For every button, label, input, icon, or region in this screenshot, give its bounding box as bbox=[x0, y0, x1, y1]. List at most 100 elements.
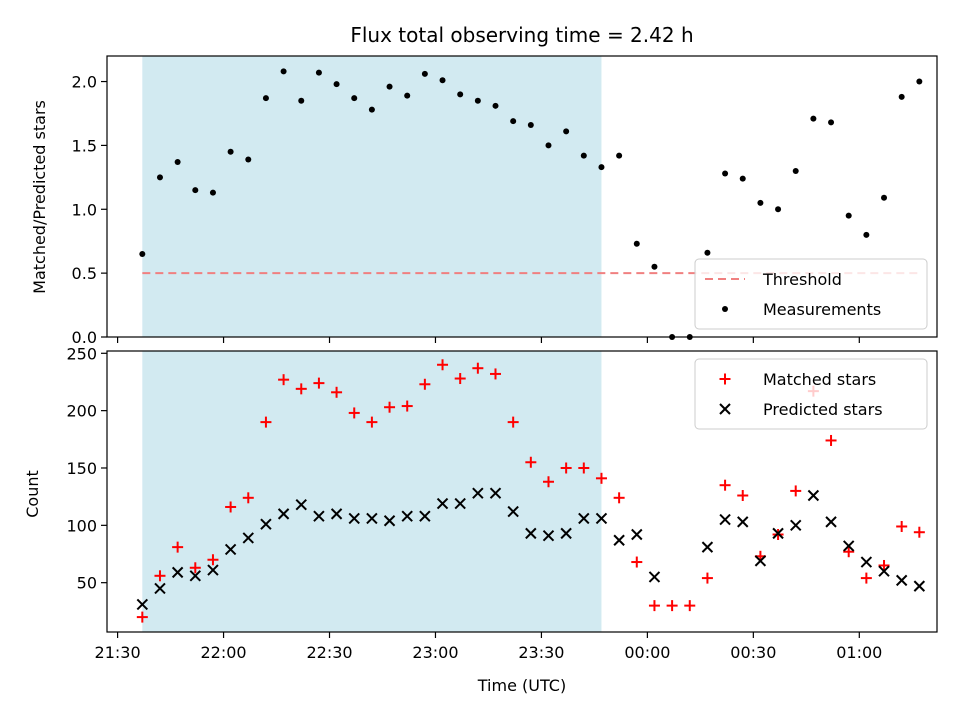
measurement-point bbox=[333, 81, 340, 88]
legend-predicted-swatch-b bbox=[719, 403, 731, 415]
x-b bbox=[366, 512, 378, 525]
x-b bbox=[631, 528, 643, 541]
top-panel: 0.0 0.5 1.0 1.5 2.0 Threshold Measurements bbox=[72, 55, 938, 347]
predicted-star-point bbox=[419, 510, 431, 522]
measurement-point bbox=[863, 231, 870, 238]
x-b bbox=[136, 598, 149, 611]
matched-star-point bbox=[419, 378, 431, 390]
chart-title: Flux total observing time = 2.42 h bbox=[350, 23, 693, 47]
marks-group bbox=[139, 68, 923, 340]
predicted-star-point bbox=[578, 512, 590, 525]
measurement-point bbox=[280, 68, 287, 75]
measurement-point bbox=[810, 115, 817, 122]
measurement-point bbox=[775, 206, 782, 213]
matched-star-point bbox=[207, 554, 219, 566]
x-b bbox=[171, 566, 184, 579]
bottom-y-axis-label: Count bbox=[23, 470, 42, 518]
matched-star-point bbox=[560, 462, 572, 474]
measurement-point bbox=[227, 148, 234, 155]
y-tick-label: 0.0 bbox=[72, 328, 97, 347]
matched-star-point bbox=[684, 600, 696, 612]
measurement-point bbox=[527, 121, 534, 128]
matched-star-point bbox=[896, 520, 908, 532]
predicted-star-point bbox=[171, 566, 184, 579]
measurement-point bbox=[757, 199, 764, 206]
measurement-point bbox=[262, 95, 269, 102]
x-tick-label: 22:00 bbox=[200, 643, 246, 662]
x-tick-label: 22:30 bbox=[306, 643, 352, 662]
matched-star-point bbox=[878, 559, 890, 571]
predicted-star-point bbox=[595, 512, 608, 525]
matched-star-point bbox=[278, 374, 290, 386]
matched-star-point bbox=[737, 490, 749, 502]
measurement-point bbox=[298, 97, 305, 104]
measurement-point bbox=[792, 167, 799, 174]
x-b bbox=[383, 515, 396, 527]
measurement-point bbox=[492, 102, 499, 109]
matched-star-point bbox=[454, 373, 466, 385]
measurement-point bbox=[916, 78, 923, 85]
predicted-star-point bbox=[790, 519, 802, 532]
x-b bbox=[242, 532, 254, 544]
matched-star-point bbox=[719, 479, 731, 491]
axes-frame bbox=[106, 55, 938, 338]
predicted-star-point bbox=[224, 543, 237, 556]
predicted-star-point bbox=[507, 505, 519, 518]
measurement-point bbox=[421, 70, 428, 77]
x-b bbox=[860, 556, 873, 568]
x-b bbox=[436, 497, 449, 510]
legend-box bbox=[694, 358, 928, 430]
x-b bbox=[772, 527, 784, 540]
x-b bbox=[277, 508, 290, 520]
x-b bbox=[913, 580, 926, 592]
predicted-star-point bbox=[401, 510, 413, 522]
x-b bbox=[895, 574, 908, 587]
x-b bbox=[578, 512, 590, 525]
measurement-point bbox=[633, 240, 640, 247]
x-tick-label: 23:00 bbox=[412, 643, 458, 662]
x-b bbox=[224, 543, 237, 556]
y-tick-label: 0.5 bbox=[72, 264, 97, 283]
matched-star-point bbox=[189, 562, 201, 574]
legend: Threshold Measurements bbox=[694, 258, 928, 330]
predicted-star-point bbox=[436, 497, 449, 510]
y-tick-label: 250 bbox=[66, 344, 97, 363]
x-b bbox=[472, 487, 484, 499]
predicted-star-point bbox=[737, 516, 749, 528]
measurement-point bbox=[245, 156, 252, 163]
x-b bbox=[330, 508, 343, 520]
predicted-star-point bbox=[454, 497, 466, 510]
matched-star-point bbox=[490, 368, 502, 380]
matched-star-point bbox=[913, 526, 925, 538]
predicted-star-point bbox=[366, 512, 378, 525]
predicted-star-point bbox=[560, 527, 572, 540]
x-b bbox=[401, 510, 413, 522]
measurement-point bbox=[739, 175, 746, 182]
predicted-star-point bbox=[348, 512, 360, 525]
predicted-star-point bbox=[825, 516, 837, 528]
matched-star-point bbox=[595, 472, 607, 484]
x-b bbox=[754, 555, 767, 567]
y-tick-label: 1.0 bbox=[72, 200, 97, 219]
predicted-star-point bbox=[189, 570, 202, 582]
x-b bbox=[507, 505, 519, 518]
y-tick-label: 150 bbox=[66, 459, 97, 478]
measurement-point bbox=[192, 187, 199, 194]
matched-star-point bbox=[701, 572, 713, 584]
predicted-star-point bbox=[542, 529, 555, 542]
predicted-star-point bbox=[648, 571, 661, 583]
x-b bbox=[348, 512, 360, 525]
measurement-point bbox=[439, 77, 446, 84]
measurement-point bbox=[368, 106, 375, 113]
x-b bbox=[295, 498, 307, 511]
x-b bbox=[719, 513, 731, 526]
measurement-point bbox=[898, 93, 905, 100]
legend: Matched stars Predicted stars bbox=[694, 358, 928, 430]
matched-star-point bbox=[401, 400, 413, 412]
legend-box bbox=[694, 258, 928, 330]
x-tick-label: 21:30 bbox=[95, 643, 141, 662]
measurement-point bbox=[404, 92, 411, 99]
x-b bbox=[454, 497, 466, 510]
measurement-point bbox=[580, 152, 587, 159]
